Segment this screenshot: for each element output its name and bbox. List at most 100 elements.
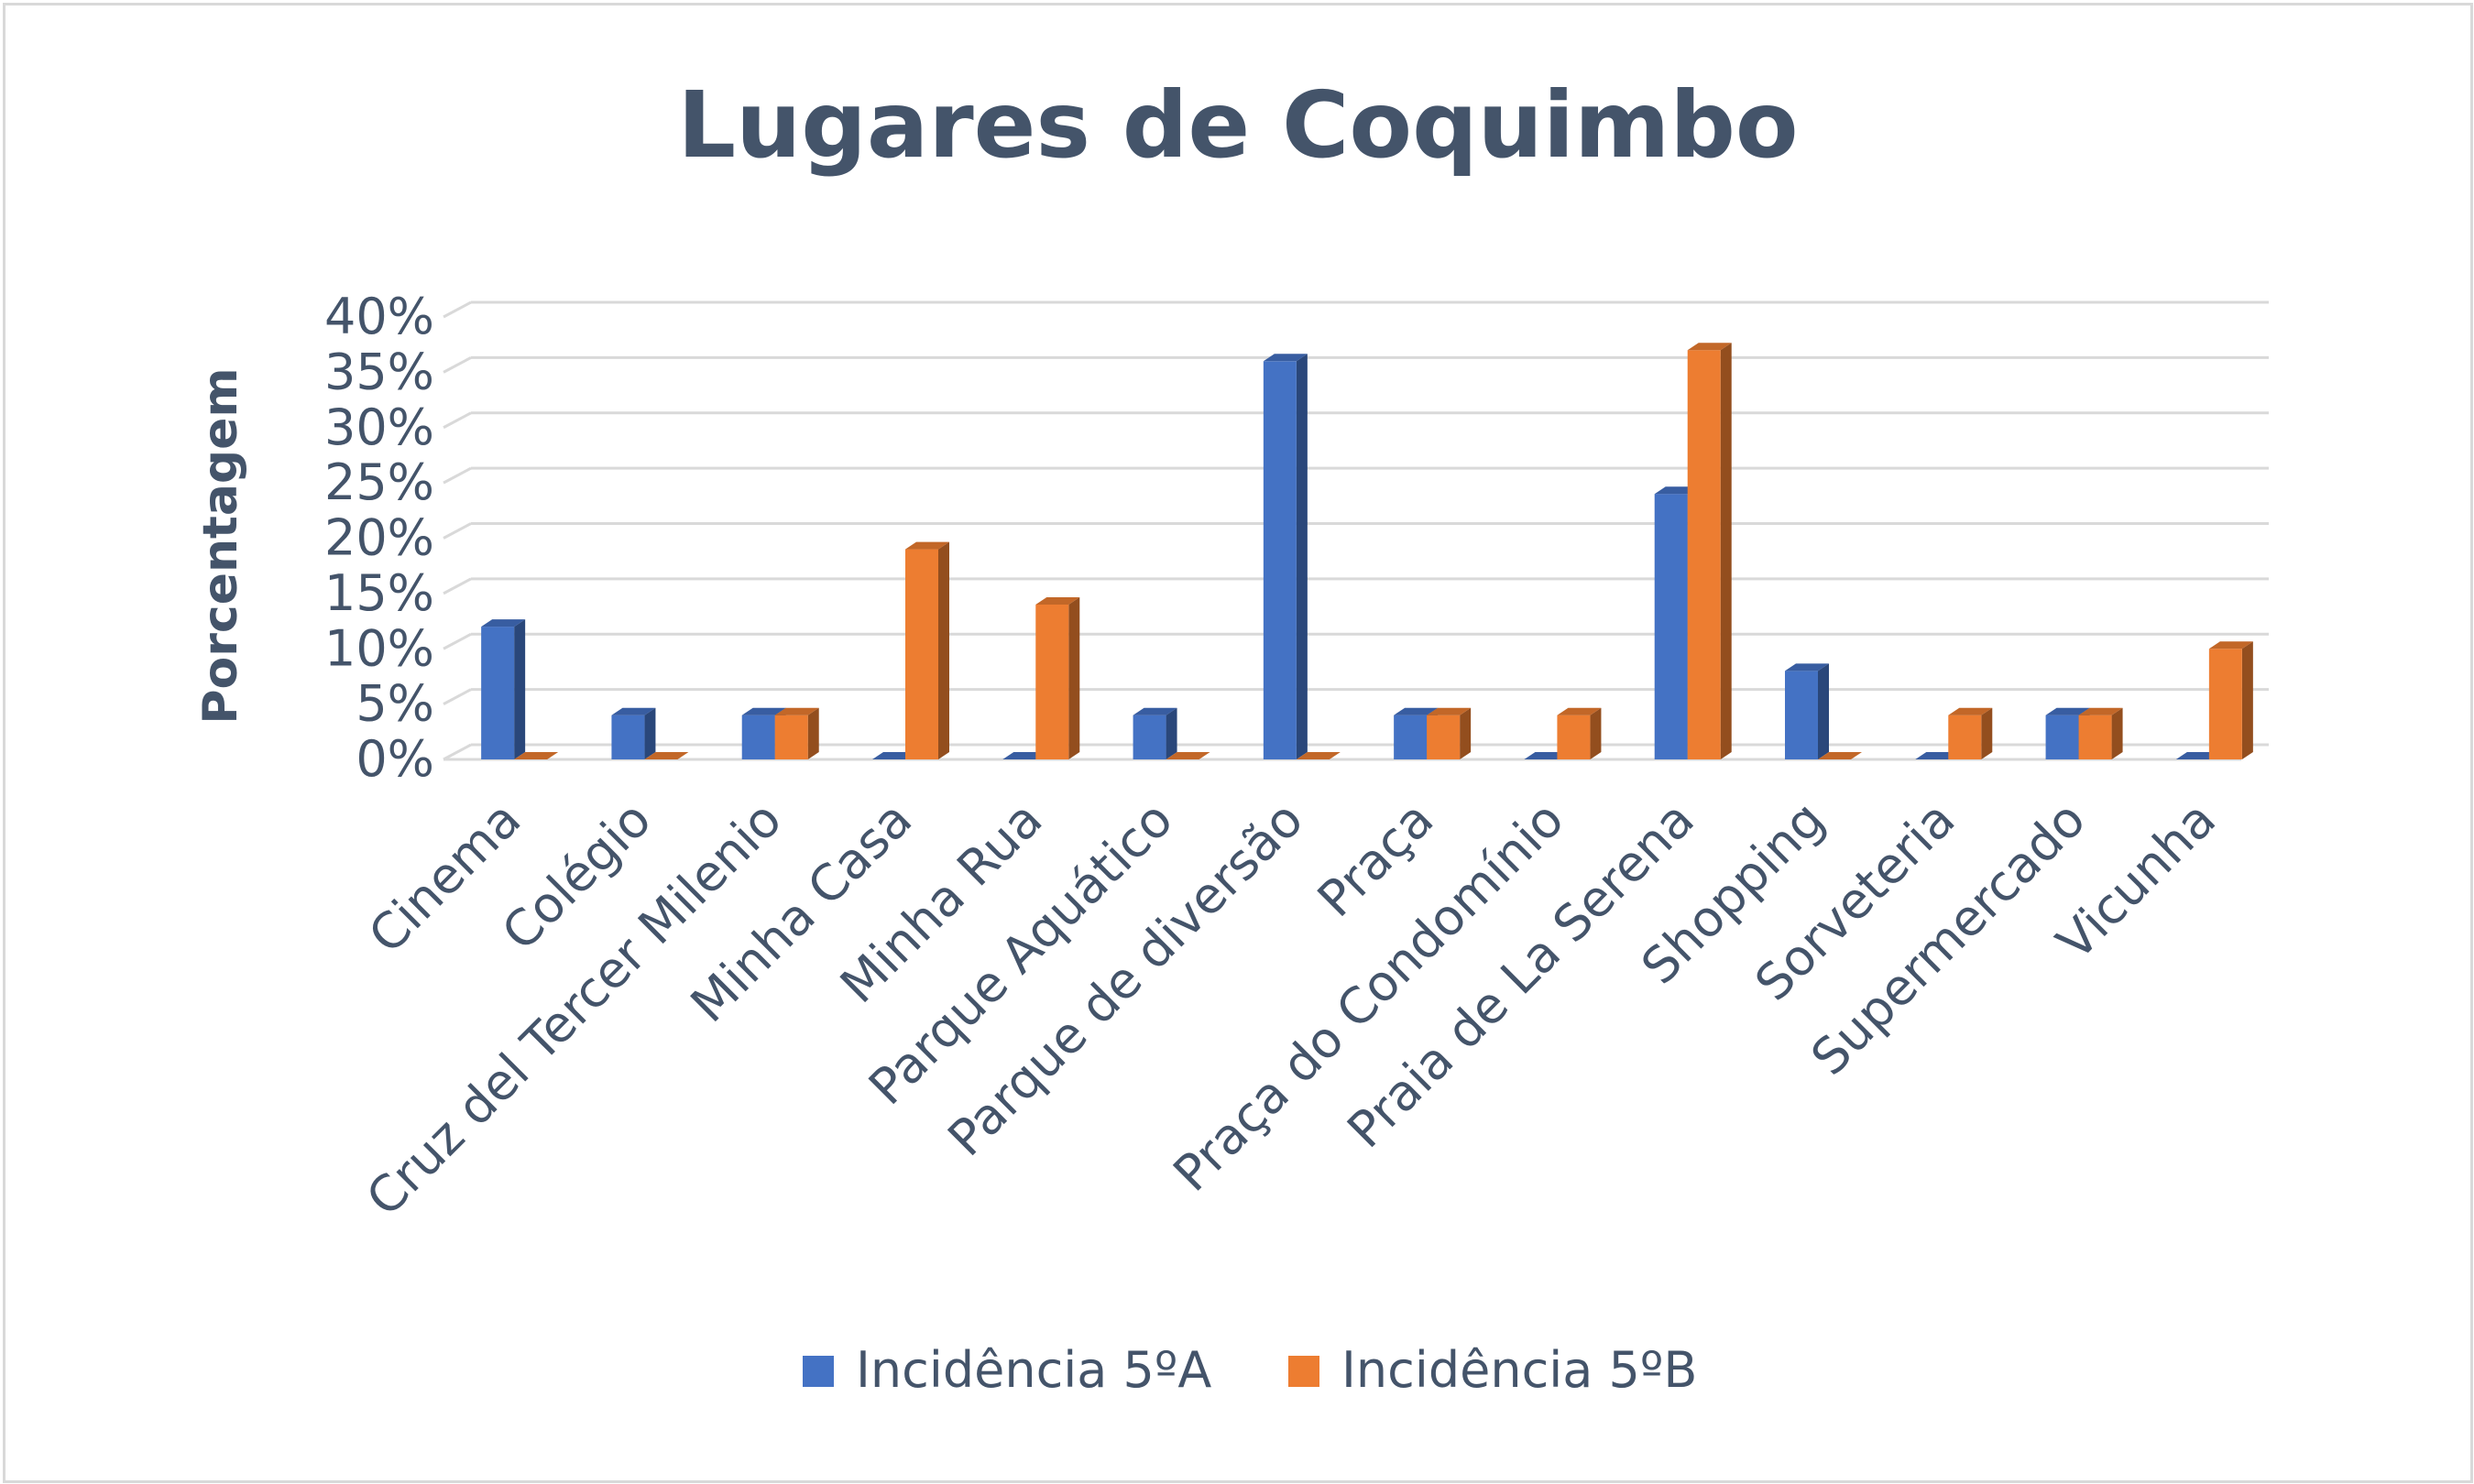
- bar-front: [1394, 715, 1428, 759]
- bar-front: [1557, 715, 1591, 759]
- bar-side: [938, 541, 949, 759]
- gridline-side: [443, 411, 472, 430]
- bar-top: [1394, 707, 1439, 715]
- bar-side: [2111, 707, 2123, 759]
- gridline-side: [443, 522, 472, 540]
- chart-frame: Lugares de Coquimbo 0% 5% 10% 15% 20% 25% 30% 3…: [3, 3, 2473, 1483]
- bar-front: [1654, 494, 1688, 759]
- gridlines: [443, 300, 2269, 761]
- bar-front: [905, 549, 938, 759]
- bar-front: [2045, 715, 2079, 759]
- bar-b: [1427, 707, 1472, 759]
- bar-b: [644, 752, 689, 759]
- y-tick-label: 5%: [356, 675, 434, 733]
- bar-front: [1035, 604, 1069, 759]
- bar-top: [1818, 752, 1862, 759]
- bar-top: [741, 707, 786, 715]
- bar-top: [905, 541, 949, 550]
- bar-b: [1166, 752, 1210, 759]
- y-axis-label: Porcentagem: [193, 367, 248, 724]
- bar-top: [1263, 354, 1308, 362]
- bar-front: [1427, 715, 1461, 759]
- bar-top: [1557, 707, 1602, 715]
- y-tick-label: 25%: [324, 453, 434, 511]
- gridline-side: [443, 743, 472, 761]
- y-tick-label: 20%: [324, 509, 434, 567]
- gridline-side: [443, 300, 472, 319]
- chart-svg: Lugares de Coquimbo 0%5%10%15%20%25%30%3…: [193, 71, 2269, 1399]
- bar-top: [1296, 752, 1341, 759]
- bar-b: [1035, 596, 1080, 759]
- gridline-side: [443, 356, 472, 374]
- bar-side: [807, 707, 819, 759]
- bar-side: [644, 707, 656, 759]
- gridline-side: [443, 577, 472, 595]
- bar-side: [1296, 354, 1308, 759]
- bar-front: [481, 627, 515, 759]
- legend-swatch: [803, 1356, 834, 1387]
- y-tick-label: 35%: [324, 343, 434, 400]
- gridline-side: [443, 632, 472, 650]
- bar-b: [905, 541, 949, 759]
- bar-front: [2078, 715, 2112, 759]
- bar-b: [1687, 343, 1732, 759]
- bar-b: [774, 707, 819, 759]
- bar-top: [1785, 663, 1829, 671]
- legend: Incidência 5ºA Incidência 5ºB: [803, 1341, 1697, 1399]
- legend-label: Incidência 5ºA: [856, 1341, 1211, 1399]
- bar-a: [1263, 354, 1308, 759]
- gridline-side: [443, 466, 472, 485]
- bar-front: [1785, 671, 1818, 759]
- bar-front: [1263, 361, 1297, 759]
- bar-b: [2208, 641, 2253, 759]
- bar-side: [2241, 641, 2253, 759]
- legend-swatch: [1288, 1356, 1319, 1387]
- bar-b: [514, 752, 559, 759]
- bar-top: [481, 619, 526, 627]
- bar-a: [1133, 707, 1177, 759]
- bar-front: [1133, 715, 1166, 759]
- bar-top: [774, 707, 819, 715]
- bar-top: [1687, 343, 1732, 351]
- bar-a: [1785, 663, 1829, 759]
- bar-top: [644, 752, 689, 759]
- bar-b: [1557, 707, 1602, 759]
- bar-side: [1068, 596, 1080, 759]
- bar-top: [1166, 752, 1210, 759]
- y-tick-label: 15%: [324, 564, 434, 622]
- bar-side: [1590, 707, 1602, 759]
- y-tick-label: 0%: [356, 730, 434, 788]
- y-tick-label: 30%: [324, 398, 434, 456]
- bar-front: [2208, 649, 2242, 759]
- bar-top: [1948, 707, 1993, 715]
- bar-top: [2045, 707, 2090, 715]
- bar-a: [611, 707, 656, 759]
- bar-front: [1948, 715, 1982, 759]
- bar-top: [514, 752, 559, 759]
- bar-top: [1427, 707, 1472, 715]
- bar-top: [1035, 596, 1080, 605]
- bar-front: [611, 715, 645, 759]
- bar-b: [1296, 752, 1341, 759]
- bar-top: [2078, 707, 2123, 715]
- y-axis-ticks: 0%5%10%15%20%25%30%35%40%: [324, 288, 434, 788]
- y-tick-label: 40%: [324, 288, 434, 345]
- bar-side: [1818, 663, 1829, 759]
- chart-title: Lugares de Coquimbo: [677, 71, 1798, 179]
- legend-label: Incidência 5ºB: [1341, 1341, 1697, 1399]
- bar-top: [1133, 707, 1177, 715]
- bar-side: [1981, 707, 1993, 759]
- bar-b: [1948, 707, 1993, 759]
- bar-front: [1687, 350, 1721, 759]
- bar-front: [741, 715, 775, 759]
- x-tick-label: Cinema: [357, 791, 531, 965]
- bar-top: [2208, 641, 2253, 649]
- bar-side: [1166, 707, 1177, 759]
- bar-side: [514, 619, 526, 759]
- bar-side: [1460, 707, 1472, 759]
- bar-top: [611, 707, 656, 715]
- bar-front: [774, 715, 808, 759]
- bar-a: [481, 619, 526, 759]
- y-tick-label: 10%: [324, 619, 434, 677]
